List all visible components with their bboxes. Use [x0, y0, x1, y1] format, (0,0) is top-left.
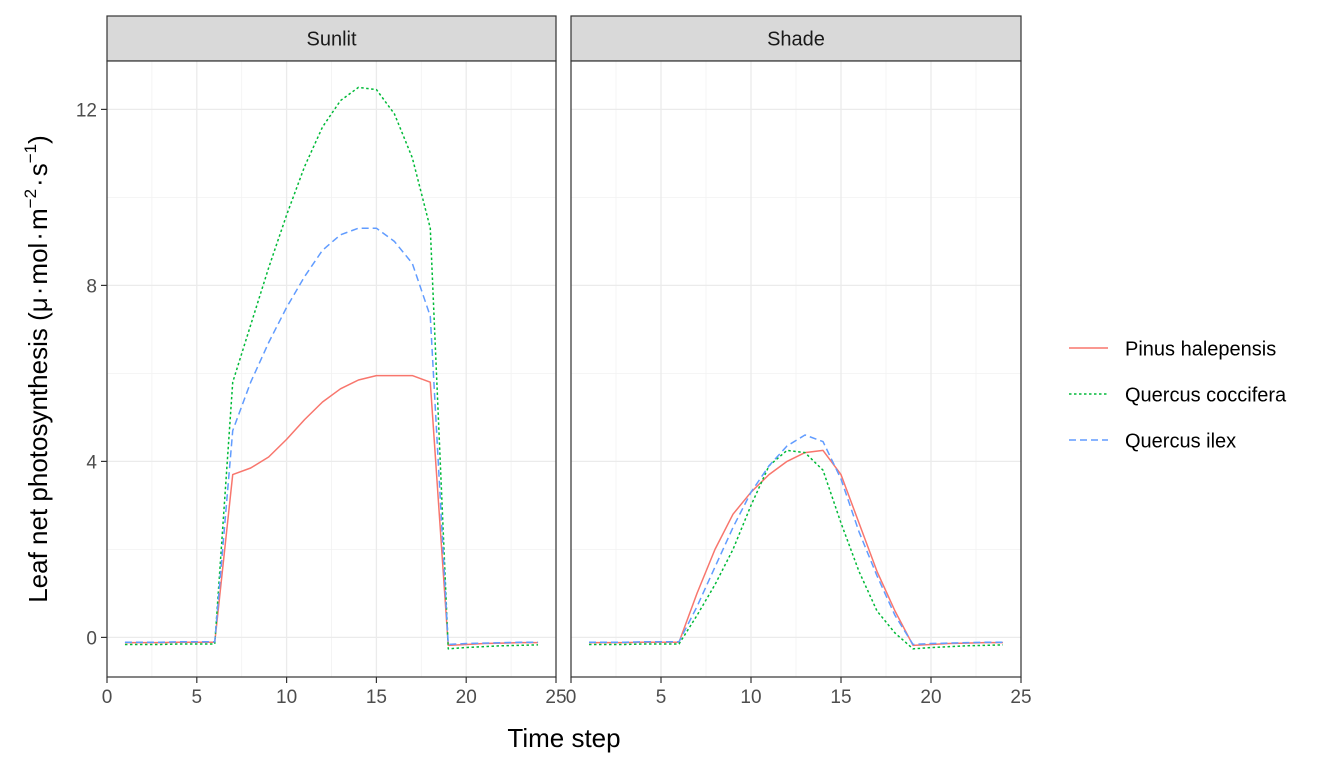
x-ticks-shade: 0 5 10 15 20 25: [566, 677, 1032, 708]
y-tick-label: 4: [86, 452, 97, 473]
panel-border-sunlit: [106, 60, 557, 678]
strip-shade: [570, 15, 1022, 62]
legend-label-coccifera: Quercus coccifera: [1125, 385, 1287, 407]
strip-label-shade: Shade: [767, 29, 825, 51]
x-tick-label: 15: [366, 687, 387, 708]
y-tick-label: 12: [76, 100, 97, 121]
gridlines-shade: [570, 61, 1022, 677]
legend: Pinus halepensis Quercus coccifera Querc…: [1069, 339, 1287, 453]
y-title-s-exponent: −1: [21, 144, 40, 163]
y-title-mol: mol: [23, 243, 53, 285]
x-ticks-sunlit: 0 5 10 15 20 25: [102, 677, 567, 708]
x-tick-label: 15: [830, 687, 851, 708]
x-axis-title: Time step: [507, 723, 620, 753]
x-tick-label: 5: [192, 687, 203, 708]
x-tick-label: 25: [545, 687, 566, 708]
series-line-quercus-ilex: [589, 434, 1003, 646]
y-title-suffix: ): [23, 135, 53, 144]
legend-label-ilex: Quercus ilex: [1125, 431, 1236, 453]
x-tick-label: 0: [102, 687, 113, 708]
y-tick-label: 8: [86, 276, 97, 297]
gridlines-sunlit: [106, 61, 557, 677]
panel-shade: Shade 0 5 10 15 20 25: [566, 15, 1032, 708]
y-title-dot-1: ·: [23, 287, 53, 296]
y-title-dot-3: ·: [23, 178, 53, 187]
strip-label-sunlit: Sunlit: [306, 29, 356, 51]
y-title-dot-2: ·: [23, 232, 53, 241]
y-title-m: m: [23, 208, 53, 230]
x-tick-label: 0: [566, 687, 577, 708]
panel-border-shade: [570, 60, 1022, 678]
y-title-s: s: [23, 163, 53, 176]
panel-sunlit: Sunlit 0 5 10 15 20 25 0 4 8 12: [76, 15, 567, 708]
y-axis-title: Leaf net photosynthesis (μ·mol·m−2·s−1): [21, 135, 53, 603]
x-tick-label: 5: [656, 687, 667, 708]
x-tick-label: 20: [920, 687, 941, 708]
y-ticks: 0 4 8 12: [76, 100, 107, 649]
series-line-quercus-coccifera: [589, 449, 1004, 650]
x-tick-label: 10: [276, 687, 297, 708]
x-tick-label: 20: [456, 687, 477, 708]
y-title-prefix: Leaf net photosynthesis (: [23, 312, 53, 603]
series-lines-sunlit: [124, 86, 539, 650]
x-tick-label: 10: [740, 687, 761, 708]
legend-label-pinus: Pinus halepensis: [1125, 339, 1276, 361]
y-tick-label: 0: [86, 628, 97, 649]
y-title-mu: μ: [23, 297, 53, 312]
series-lines-shade: [589, 434, 1004, 650]
y-title-m-exponent: −2: [21, 189, 40, 208]
strip-sunlit: [106, 15, 557, 62]
x-tick-label: 25: [1010, 687, 1031, 708]
series-line-quercus-ilex: [124, 227, 539, 646]
